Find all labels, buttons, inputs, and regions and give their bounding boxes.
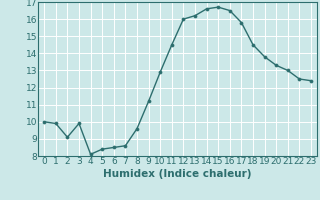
X-axis label: Humidex (Indice chaleur): Humidex (Indice chaleur) [103,169,252,179]
